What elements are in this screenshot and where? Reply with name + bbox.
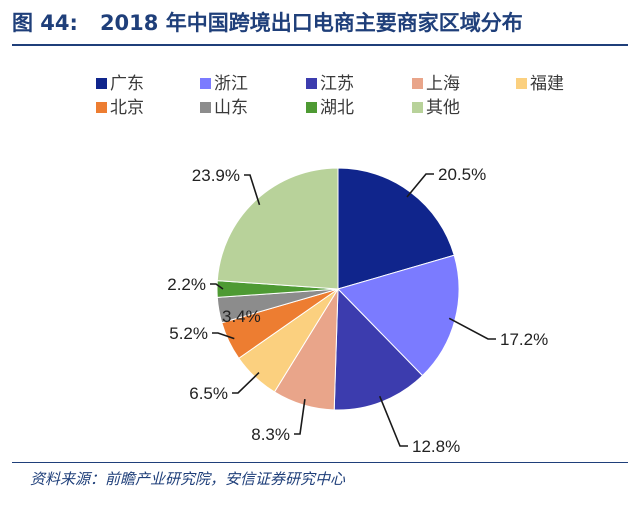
leader-line — [294, 398, 306, 435]
source-note: 资料来源：前瞻产业研究院，安信证券研究中心 — [30, 470, 346, 488]
legend-label: 湖北 — [320, 98, 354, 118]
legend-swatch — [200, 78, 211, 89]
legend-label: 江苏 — [320, 74, 354, 94]
legend-label: 山东 — [214, 98, 248, 118]
source-rule — [12, 462, 628, 463]
pie-slices — [216, 167, 460, 411]
data-label: 12.8% — [412, 437, 460, 456]
legend-swatch — [412, 78, 423, 89]
legend-label: 福建 — [530, 74, 564, 94]
pie-slice — [216, 167, 339, 290]
title-rule — [12, 44, 628, 46]
legend-label: 北京 — [110, 98, 144, 118]
leader-line — [212, 332, 235, 340]
data-label: 20.5% — [438, 165, 486, 184]
legend-swatch — [96, 78, 107, 89]
leader-line — [210, 283, 224, 290]
figure-title: 图 44: 2018 年中国跨境出口电商主要商家区域分布 — [12, 6, 628, 40]
pie-slice — [337, 254, 460, 377]
chart-title: 2018 年中国跨境出口电商主要商家区域分布 — [99, 11, 523, 35]
legend-swatch — [200, 102, 211, 113]
data-label: 5.2% — [169, 324, 208, 343]
legend-label: 上海 — [426, 74, 460, 94]
legend-swatch — [412, 102, 423, 113]
legend-swatch — [96, 102, 107, 113]
data-label: 8.3% — [251, 425, 290, 444]
legend-label: 浙江 — [214, 74, 248, 94]
legend-swatch — [306, 78, 317, 89]
leader-line — [448, 317, 496, 340]
data-label: 2.2% — [167, 275, 206, 294]
data-label: 23.9% — [192, 166, 240, 185]
data-label: 6.5% — [189, 384, 228, 403]
data-labels: 20.5% 17.2% 12.8% 8.3% 6.5% 5.2% 3.4% 2.2% 23.9% — [167, 165, 548, 456]
figure-label: 图 44: — [12, 11, 78, 35]
leader-line — [406, 173, 434, 198]
data-label: 3.4% — [222, 307, 261, 326]
legend-swatch — [306, 102, 317, 113]
leader-lines — [210, 173, 496, 447]
leader-line — [232, 372, 260, 394]
legend-label: 其他 — [426, 98, 460, 118]
leader-line — [244, 174, 261, 206]
legend-label: 广东 — [110, 74, 144, 94]
data-label: 17.2% — [500, 330, 548, 349]
legend-swatch — [516, 78, 527, 89]
leader-line — [378, 395, 408, 447]
